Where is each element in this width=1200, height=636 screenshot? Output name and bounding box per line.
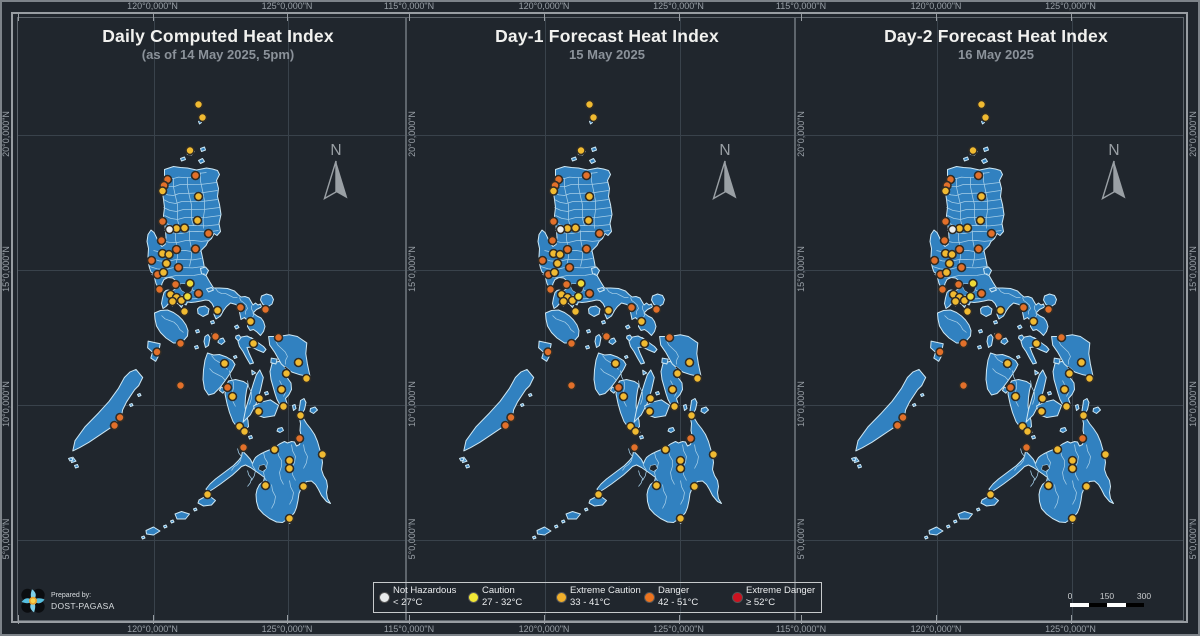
svg-text:N: N [330, 142, 341, 159]
svg-text:N: N [1108, 142, 1119, 159]
svg-text:N: N [719, 142, 730, 159]
